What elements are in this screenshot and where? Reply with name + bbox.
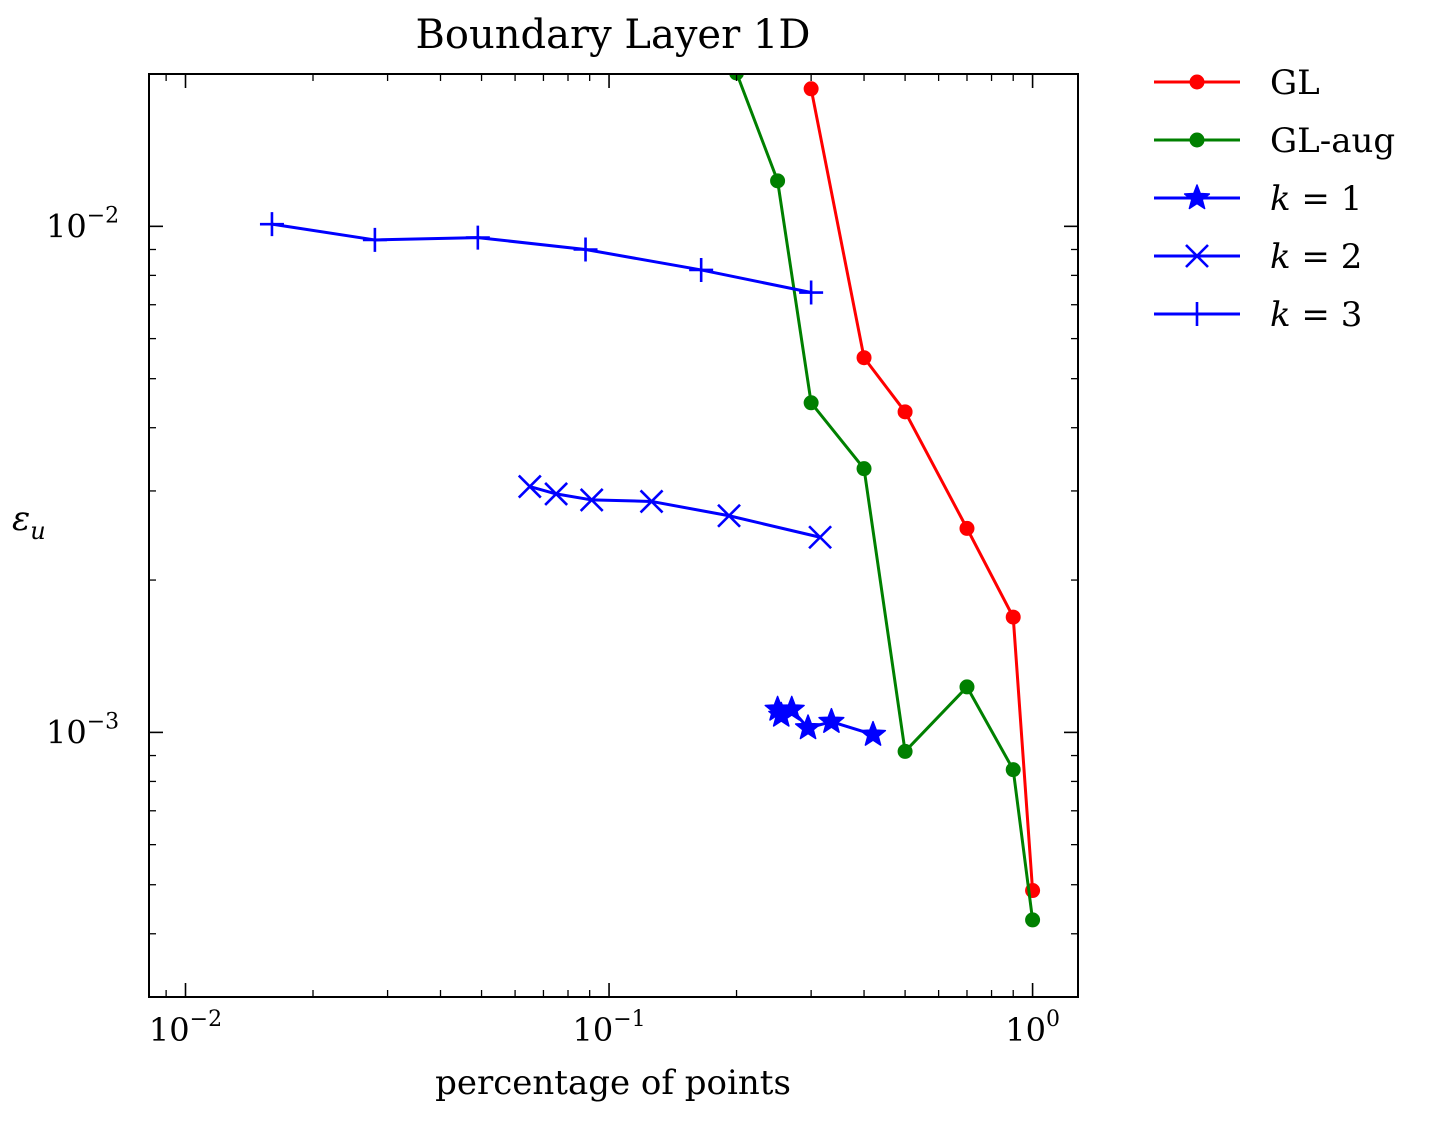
x-tick-label: 10−1 [572, 1007, 645, 1049]
data-point [778, 695, 805, 721]
data-point [362, 227, 387, 252]
x-tick-label-base: 10 [572, 1011, 613, 1049]
data-point [639, 489, 664, 514]
y-tick-label-base: 10 [46, 207, 87, 245]
data-point [770, 173, 786, 189]
data-point [259, 212, 284, 237]
x-axis-label: percentage of points [435, 1063, 791, 1103]
legend-label-var: k [1270, 179, 1291, 219]
data-point [544, 481, 569, 506]
legend-label-op: = [1291, 295, 1341, 335]
chart-title: Boundary Layer 1D [416, 12, 811, 58]
data-point [1005, 609, 1021, 625]
x-tick-label-base: 10 [1005, 1011, 1046, 1049]
data-point [856, 461, 872, 477]
y-axis-label-subscript: u [30, 517, 45, 545]
data-point [465, 225, 490, 250]
plot-frame [148, 73, 1079, 998]
y-tick-label: 10−3 [46, 709, 119, 751]
legend-label-num: 3 [1341, 295, 1363, 335]
legend-item: k = 2 [1154, 237, 1362, 277]
data-point [689, 257, 714, 282]
series-group [517, 474, 833, 550]
data-point [794, 714, 822, 740]
legend-label-num: 1 [1341, 179, 1363, 219]
series-group [803, 81, 1041, 899]
data-point [856, 350, 872, 366]
legend-swatch-marker [1183, 184, 1211, 210]
data-point [799, 280, 824, 305]
data-point [579, 487, 604, 512]
data-point [808, 525, 833, 550]
y-axis-label-symbol: ε [12, 499, 30, 539]
y-tick-label-exponent: −2 [87, 203, 119, 228]
data-point [573, 237, 598, 262]
legend-label: k = 1 [1270, 179, 1362, 219]
legend-label-var: k [1270, 237, 1291, 277]
legend-label: GL-aug [1270, 121, 1395, 161]
y-tick-label-exponent: −3 [87, 709, 119, 734]
series-line [735, 74, 1035, 921]
data-point [1005, 762, 1021, 778]
data-point [897, 404, 913, 420]
series-line [529, 485, 821, 539]
data-point [959, 679, 975, 695]
data-point [1025, 912, 1041, 928]
legend-label-op: = [1291, 179, 1341, 219]
series-line [809, 88, 1035, 891]
series-line [271, 222, 812, 294]
data-point [959, 520, 975, 536]
x-tick-label-exponent: −2 [190, 1007, 222, 1032]
x-tick-label: 100 [1005, 1007, 1060, 1049]
legend-item: k = 3 [1154, 295, 1362, 335]
x-tick-label-exponent: 0 [1046, 1007, 1060, 1032]
y-tick-label: 10−2 [46, 203, 119, 245]
series-group [764, 695, 887, 746]
data-point [517, 474, 542, 499]
series-group [729, 74, 1041, 928]
legend-label-num: 2 [1341, 237, 1363, 277]
legend-swatch-marker [1189, 74, 1205, 90]
legend-item: GL-aug [1154, 121, 1395, 161]
x-tick-label-base: 10 [149, 1011, 190, 1049]
plot-series-layer [259, 74, 1041, 928]
legend-label-op: = [1291, 237, 1341, 277]
data-point [859, 720, 887, 746]
data-point [717, 503, 741, 528]
data-point [897, 743, 913, 759]
legend-swatch-marker [1189, 132, 1205, 148]
legend-label: k = 2 [1270, 237, 1362, 277]
legend-swatch-marker [1185, 302, 1209, 326]
data-point [803, 81, 819, 97]
series-group [259, 212, 824, 305]
x-tick-label: 10−2 [149, 1007, 222, 1049]
legend-item: k = 1 [1154, 179, 1362, 219]
legend-item: GL [1154, 63, 1320, 103]
x-tick-label-exponent: −1 [613, 1007, 645, 1032]
legend-label-var: k [1270, 295, 1291, 335]
y-axis-label: εu [12, 499, 46, 545]
y-tick-label-base: 10 [46, 713, 87, 751]
legend-swatch-marker [1185, 244, 1209, 268]
data-point [803, 395, 819, 411]
legend-label: k = 3 [1270, 295, 1362, 335]
legend-label: GL [1270, 63, 1320, 103]
data-point [818, 707, 845, 733]
